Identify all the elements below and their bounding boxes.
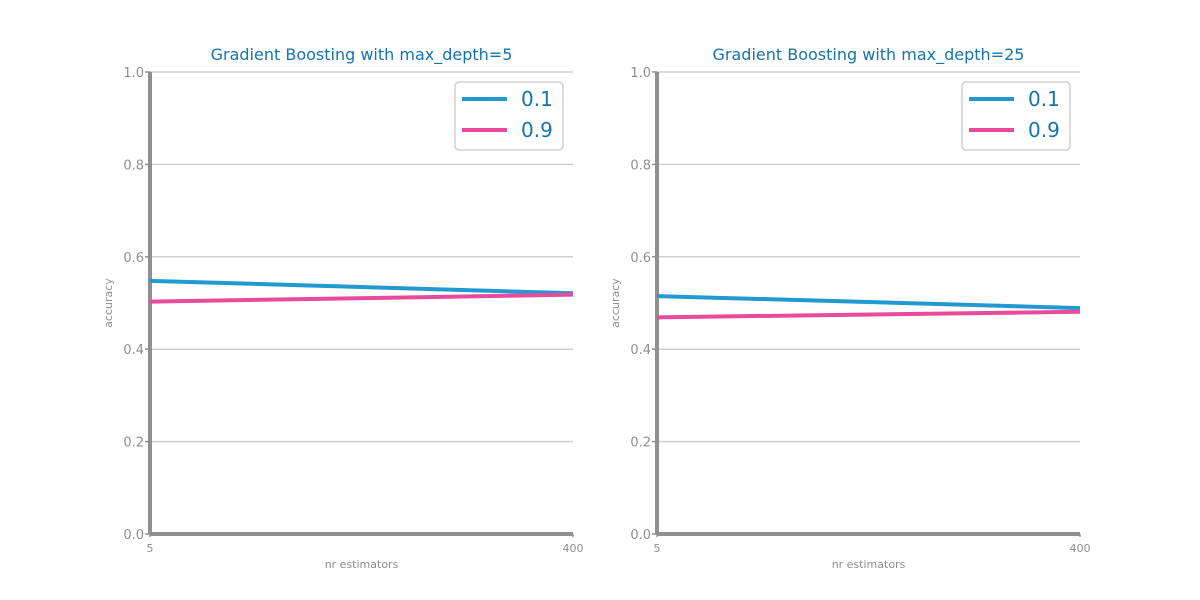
legend: 0.10.9 [961, 81, 1071, 151]
y-tick-label: 1.0 [123, 66, 144, 81]
y-tick-label: 0.4 [123, 343, 144, 358]
legend-label: 0.1 [521, 87, 553, 111]
y-tick-label: 0.0 [630, 528, 651, 543]
series-line-0.1 [656, 294, 1081, 311]
y-axis-label: accuracy [609, 278, 622, 328]
x-tick-label: 400 [1070, 542, 1091, 555]
chart-title: Gradient Boosting with max_depth=5 [211, 45, 513, 65]
x-axis-label: nr estimators [325, 558, 399, 571]
y-tick-label: 0.6 [630, 251, 651, 266]
y-tick-label: 0.6 [123, 251, 144, 266]
y-tick-label: 0.2 [123, 436, 144, 451]
legend-label: 0.1 [1028, 87, 1060, 111]
x-tick-label: 400 [563, 542, 584, 555]
series-line-0.9 [656, 309, 1081, 320]
legend: 0.10.9 [454, 81, 564, 151]
x-tick-label: 5 [654, 542, 661, 555]
series-line-0.9 [149, 292, 574, 304]
chart-title: Gradient Boosting with max_depth=25 [713, 45, 1025, 65]
chart-panel-2: 0.0 0.2 0.4 0.6 0.8 1.0 5 400 nr estimators accur… [609, 45, 1091, 571]
y-axis-label: accuracy [102, 278, 115, 328]
y-tick-label: 0.0 [123, 528, 144, 543]
chart-panel-1: 0.0 0.2 0.4 0.6 0.8 1.0 5 400 nr estimators accur… [102, 45, 584, 571]
y-tick-label: 0.8 [123, 158, 144, 173]
y-tick-label: 0.2 [630, 436, 651, 451]
y-tick-label: 0.8 [630, 158, 651, 173]
legend-label: 0.9 [1028, 118, 1060, 142]
series-line-0.1 [149, 278, 574, 296]
x-axis-label: nr estimators [832, 558, 906, 571]
legend-label: 0.9 [521, 118, 553, 142]
y-tick-label: 1.0 [630, 66, 651, 81]
x-tick-label: 5 [147, 542, 154, 555]
y-tick-label: 0.4 [630, 343, 651, 358]
